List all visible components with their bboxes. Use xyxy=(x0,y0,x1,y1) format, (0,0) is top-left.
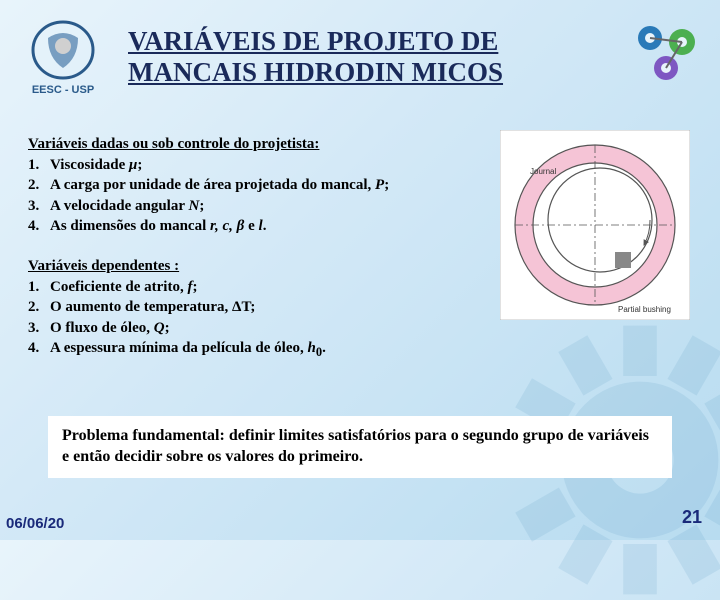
page-title: VARIÁVEIS DE PROJETO DE MANCAIS HIDRODIN… xyxy=(128,26,610,88)
list-item: 1.Coeficiente de atrito, f; xyxy=(28,277,692,297)
corner-gears-icon xyxy=(632,20,702,90)
list-item: 2.A carga por unidade de área projetada … xyxy=(28,175,692,195)
section2-list: 1.Coeficiente de atrito, f;2.O aumento d… xyxy=(28,277,692,361)
section2-heading: Variáveis dependentes : xyxy=(28,258,692,275)
footer-callout: Problema fundamental: definir limites sa… xyxy=(48,416,672,478)
list-item: 3.O fluxo de óleo, Q; xyxy=(28,318,692,338)
institution-logo: EESC - USP xyxy=(18,18,108,108)
slide-date: 06/06/20 xyxy=(6,515,64,532)
section1-list: 1.Viscosidade μ;2.A carga por unidade de… xyxy=(28,155,692,236)
section1-heading: Variáveis dadas ou sob controle do proje… xyxy=(28,136,692,153)
list-item: 1.Viscosidade μ; xyxy=(28,155,692,175)
list-item: 4.As dimensões do mancal r, c, β e l. xyxy=(28,216,692,236)
content-area: Variáveis dadas ou sob controle do proje… xyxy=(28,128,692,361)
list-item: 3.A velocidade angular N; xyxy=(28,196,692,216)
list-item: 2.O aumento de temperatura, ΔT; xyxy=(28,297,692,317)
list-item: 4.A espessura mínima da película de óleo… xyxy=(28,338,692,361)
page-number: 21 xyxy=(682,507,702,528)
logo-label: EESC - USP xyxy=(32,84,94,96)
